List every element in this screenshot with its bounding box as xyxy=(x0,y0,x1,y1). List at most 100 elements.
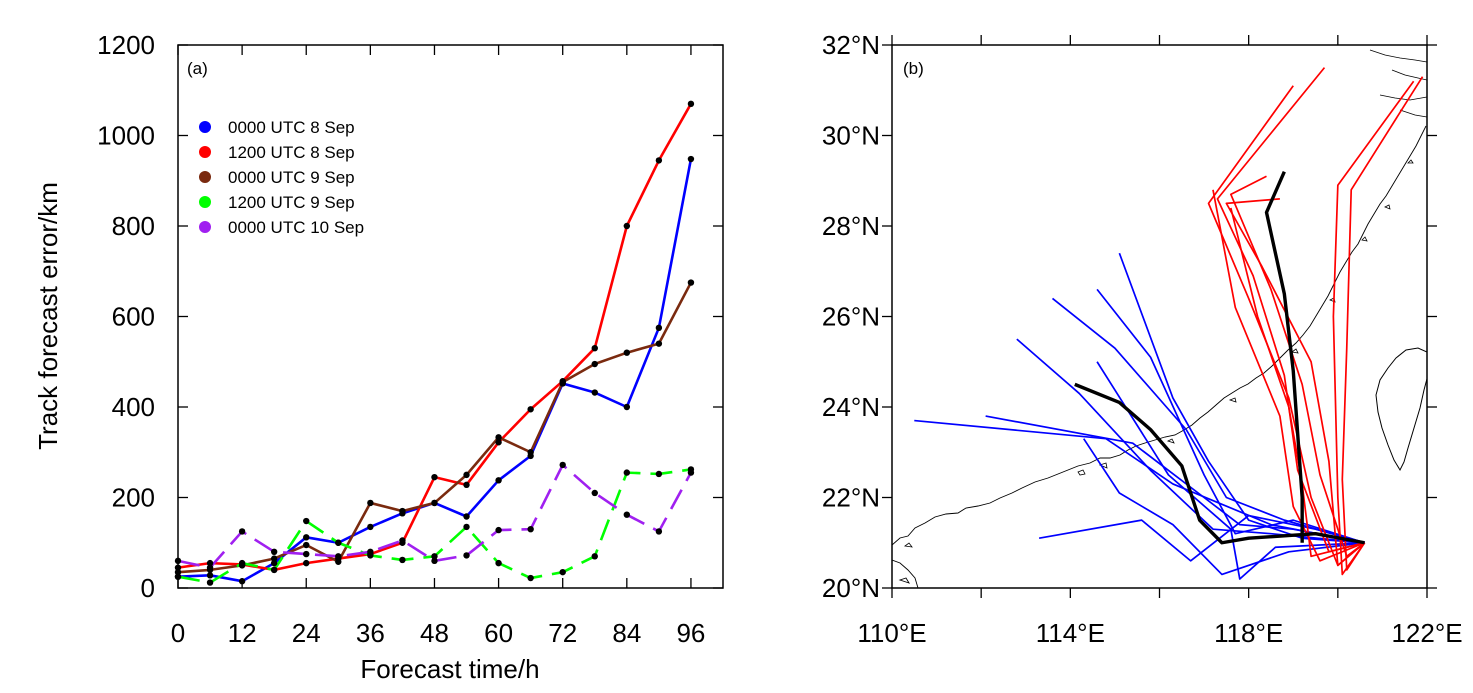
data-point xyxy=(495,559,502,567)
lon-tick-label: 122°E xyxy=(1391,618,1462,648)
panel-a-ticks: 0 12 24 36 48 60 72 84 96 0 200 400 600 800 1000 1200 xyxy=(97,30,723,648)
x-tick-label: 0 xyxy=(171,618,185,648)
series-line-4 xyxy=(177,463,693,569)
track-line-13 xyxy=(1229,175,1366,558)
data-point xyxy=(623,511,631,518)
legend-marker xyxy=(199,196,211,208)
data-point xyxy=(270,548,278,555)
panel-a: (a) 0 12 24 36 48 60 72 84 96 0 200 400 600 800 1000 12… xyxy=(33,30,724,684)
x-tick-label: 48 xyxy=(420,618,449,648)
series-line-3 xyxy=(177,468,692,584)
track-line-10 xyxy=(1082,438,1365,576)
data-point xyxy=(206,564,214,571)
data-point xyxy=(399,507,406,515)
data-point xyxy=(174,573,182,580)
track-line-0 xyxy=(1074,382,1365,545)
legend-marker xyxy=(199,221,211,233)
data-point xyxy=(623,403,631,411)
data-point xyxy=(367,523,374,531)
x-tick-label: 12 xyxy=(228,618,257,648)
china-coastline xyxy=(892,125,1427,546)
legend-label: 0000 UTC 9 Sep xyxy=(228,168,355,187)
data-point xyxy=(335,558,342,565)
track-line-15 xyxy=(1225,198,1366,567)
data-point xyxy=(559,378,566,386)
data-point xyxy=(174,564,182,571)
lat-tick-label: 26°N xyxy=(822,302,880,332)
y-tick-label: 1000 xyxy=(97,121,155,151)
data-point xyxy=(527,449,534,456)
panel-b-ticks: 110°E 114°E 118°E 122°E 20°N 22°N 24°N 26°N 28°N… xyxy=(822,30,1463,648)
x-axis-title: Forecast time/h xyxy=(360,654,539,684)
taiwan-coastline xyxy=(1375,347,1427,472)
data-point xyxy=(303,534,310,541)
track-line-18 xyxy=(1341,76,1424,571)
track-line-1 xyxy=(1264,171,1304,543)
legend-marker xyxy=(199,121,211,133)
panel-b-tracks xyxy=(914,67,1424,580)
data-point xyxy=(623,222,631,230)
data-point xyxy=(463,523,470,531)
data-point xyxy=(655,528,663,535)
data-point xyxy=(623,349,631,356)
data-point xyxy=(655,470,663,478)
panel-a-points xyxy=(174,100,695,586)
series-line-2 xyxy=(177,281,693,574)
lat-tick-label: 32°N xyxy=(822,30,880,60)
data-point xyxy=(303,559,310,567)
lat-tick-label: 22°N xyxy=(822,483,880,513)
data-point xyxy=(495,439,502,446)
lon-tick-label: 114°E xyxy=(1036,618,1105,648)
legend-marker xyxy=(199,146,211,158)
data-point xyxy=(463,552,470,559)
lat-tick-label: 30°N xyxy=(822,121,880,151)
data-point xyxy=(591,389,598,396)
x-tick-label: 84 xyxy=(612,618,641,648)
data-point xyxy=(270,566,278,574)
data-point xyxy=(591,489,598,497)
data-point xyxy=(206,579,214,586)
y-tick-label: 400 xyxy=(112,392,155,422)
data-point xyxy=(303,517,310,525)
lat-tick-label: 24°N xyxy=(822,392,880,422)
data-point xyxy=(238,559,246,567)
panel-b: (b) 110°E 114°E 118°E 122°E 20°N 22°N 24°N 26°N… xyxy=(822,30,1463,648)
data-point xyxy=(431,557,438,565)
track-line-14 xyxy=(1212,189,1365,562)
data-point xyxy=(687,100,695,108)
data-point xyxy=(303,541,310,549)
data-point xyxy=(399,537,406,544)
data-point xyxy=(495,477,502,484)
data-point xyxy=(206,559,214,567)
estuary-coastline xyxy=(1369,49,1427,118)
data-point xyxy=(495,434,502,441)
x-tick-label: 72 xyxy=(548,618,577,648)
data-point xyxy=(591,360,598,368)
data-point xyxy=(559,461,566,469)
track-line-8 xyxy=(1096,361,1365,580)
data-point xyxy=(206,572,214,579)
data-point xyxy=(303,550,310,558)
x-tick-label: 24 xyxy=(292,618,321,648)
y-tick-label: 800 xyxy=(112,211,155,241)
legend-label: 0000 UTC 8 Sep xyxy=(228,118,355,137)
data-point xyxy=(591,553,598,560)
data-point xyxy=(655,340,663,347)
data-point xyxy=(495,526,502,534)
data-point xyxy=(335,553,342,560)
legend-label: 1200 UTC 9 Sep xyxy=(228,193,355,212)
data-point xyxy=(431,473,438,481)
data-point xyxy=(367,548,374,555)
data-point xyxy=(527,406,534,413)
data-point xyxy=(655,324,663,332)
data-point xyxy=(431,553,438,560)
track-line-6 xyxy=(1118,252,1365,544)
data-point xyxy=(463,471,470,479)
data-point xyxy=(431,499,438,507)
leizhou-coastline xyxy=(892,559,919,588)
track-line-7 xyxy=(1096,288,1365,544)
data-point xyxy=(270,559,278,567)
data-point xyxy=(238,578,246,585)
legend-marker xyxy=(199,171,211,183)
